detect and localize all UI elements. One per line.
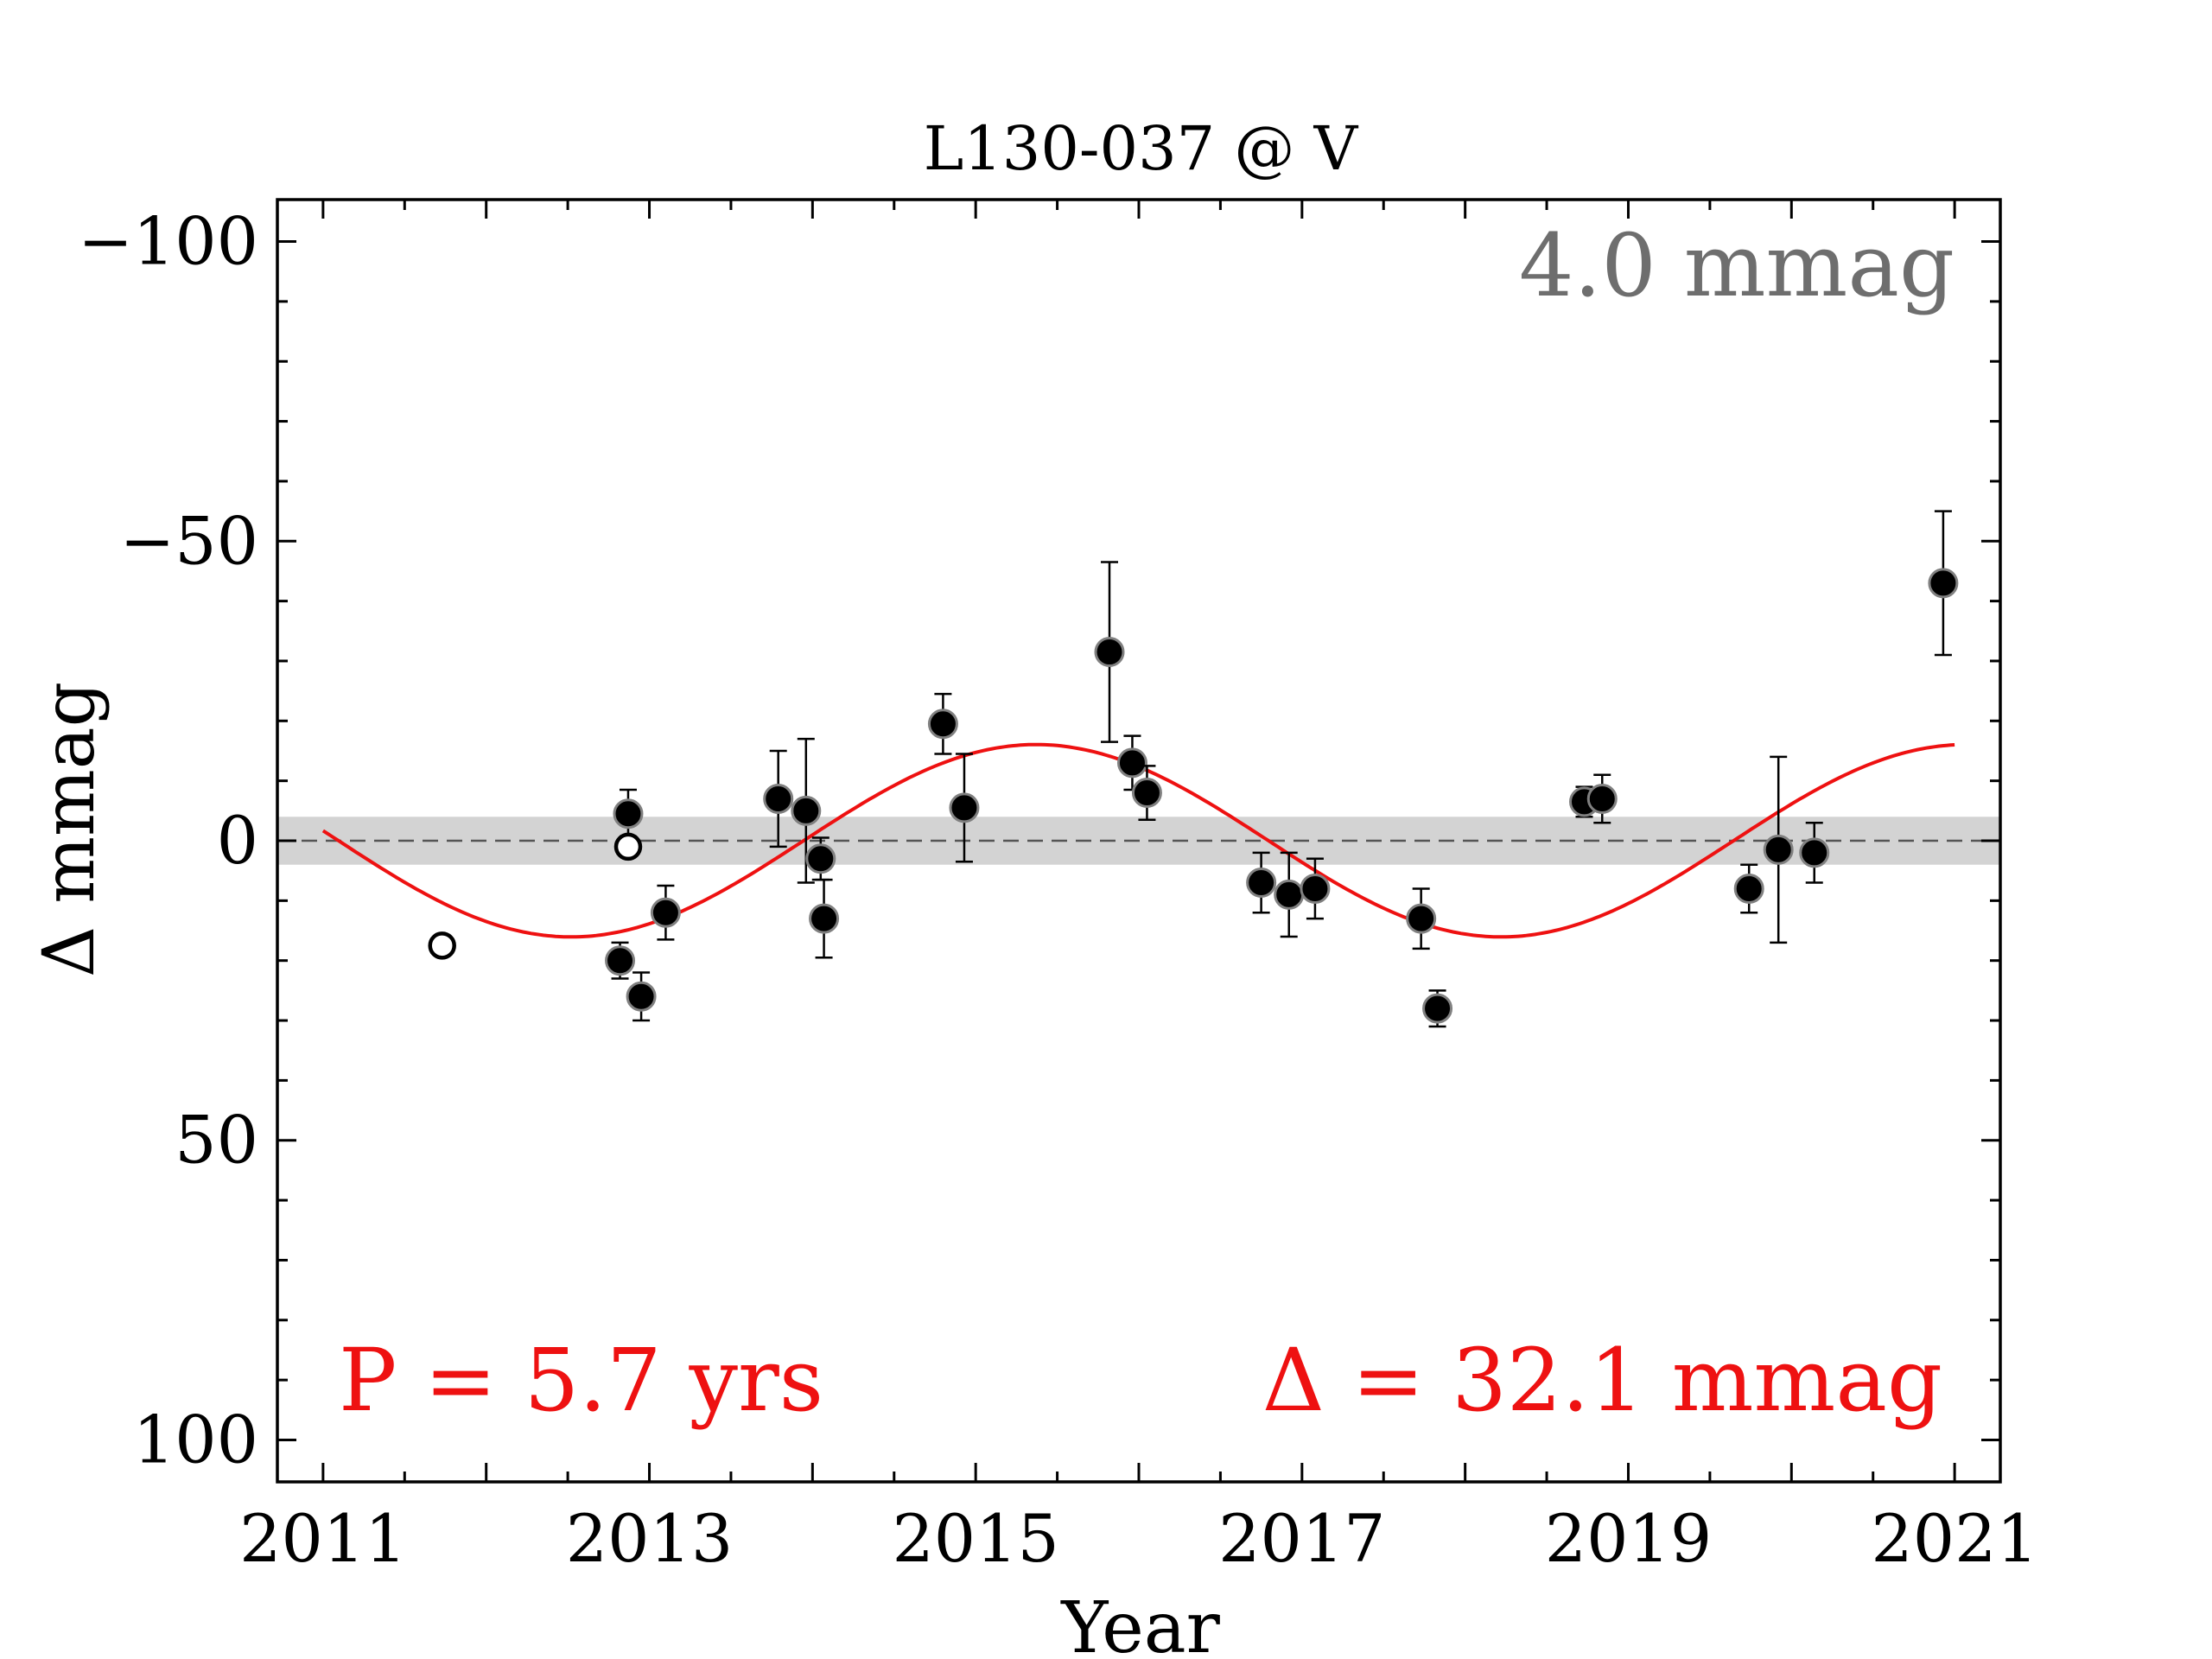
data-point xyxy=(949,753,980,863)
data-point xyxy=(1116,734,1147,791)
plot-area: 2011 2013 2015 2017 2019 2021 −100 −50 0 50 100 xyxy=(78,198,2038,1577)
data-point-marker xyxy=(1094,637,1125,668)
data-point-marker xyxy=(809,903,840,934)
data-point-marker xyxy=(1422,993,1453,1024)
data-point-marker xyxy=(605,945,636,976)
data-point xyxy=(1094,561,1125,743)
data-point xyxy=(1246,851,1277,914)
data-point xyxy=(1422,989,1453,1028)
x-tick-label: 2017 xyxy=(1218,1500,1385,1577)
data-point xyxy=(1274,851,1305,938)
data-point-marker xyxy=(1586,783,1618,814)
y-tick-label: 50 xyxy=(175,1102,258,1179)
data-point xyxy=(927,692,958,755)
data-point-marker xyxy=(1116,747,1147,779)
x-tick-label: 2021 xyxy=(1871,1500,2037,1577)
noise-band-label: 4.0 mmag xyxy=(1519,215,1955,316)
y-tick-label: −50 xyxy=(120,502,258,579)
data-point-marker xyxy=(1733,873,1764,904)
data-point-marker xyxy=(613,798,644,830)
x-tick-label: 2011 xyxy=(239,1500,406,1577)
data-point xyxy=(805,836,836,881)
data-point xyxy=(1928,510,1959,657)
data-point-marker xyxy=(650,897,681,928)
data-point-marker xyxy=(763,783,794,814)
data-point xyxy=(1799,821,1830,884)
open-data-point xyxy=(428,931,456,960)
data-point-marker xyxy=(927,709,958,740)
data-point xyxy=(626,971,657,1022)
data-point xyxy=(809,878,840,959)
data-point-marker xyxy=(1131,778,1162,809)
data-point xyxy=(650,884,681,941)
data-point xyxy=(1763,755,1794,944)
data-point xyxy=(1131,765,1162,821)
data-point-marker xyxy=(1763,834,1794,865)
data-point xyxy=(1300,857,1331,920)
data-point xyxy=(1733,863,1764,914)
data-point-marker xyxy=(791,795,822,826)
data-point xyxy=(605,941,636,980)
x-tick-label: 2013 xyxy=(566,1500,733,1577)
y-tick-label: 0 xyxy=(217,802,258,879)
period-annotation: P = 5.7 yrs xyxy=(339,1330,823,1431)
y-tick-label: −100 xyxy=(78,203,258,280)
data-point-marker xyxy=(1274,879,1305,910)
data-point-marker xyxy=(1406,903,1437,934)
data-point-marker xyxy=(949,792,980,823)
data-point-marker xyxy=(626,981,657,1012)
data-point-marker xyxy=(1928,568,1959,599)
y-tick-label: 100 xyxy=(133,1401,258,1478)
chart-title: L130-037 @ V xyxy=(924,113,1359,184)
data-point-marker xyxy=(1799,837,1830,868)
x-tick-label: 2015 xyxy=(892,1500,1058,1577)
x-axis-label: Year xyxy=(1060,1587,1220,1659)
data-point-marker xyxy=(805,843,836,874)
open-data-point xyxy=(613,832,643,861)
y-axis-label: Δ mmag xyxy=(29,682,111,977)
data-point xyxy=(763,749,794,849)
data-point-marker xyxy=(1246,868,1277,899)
x-tick-label: 2019 xyxy=(1545,1500,1712,1577)
data-point xyxy=(1406,887,1437,950)
data-point-marker xyxy=(1300,873,1331,904)
amplitude-annotation: Δ = 32.1 mmag xyxy=(1262,1330,1942,1431)
data-point xyxy=(1586,773,1618,824)
